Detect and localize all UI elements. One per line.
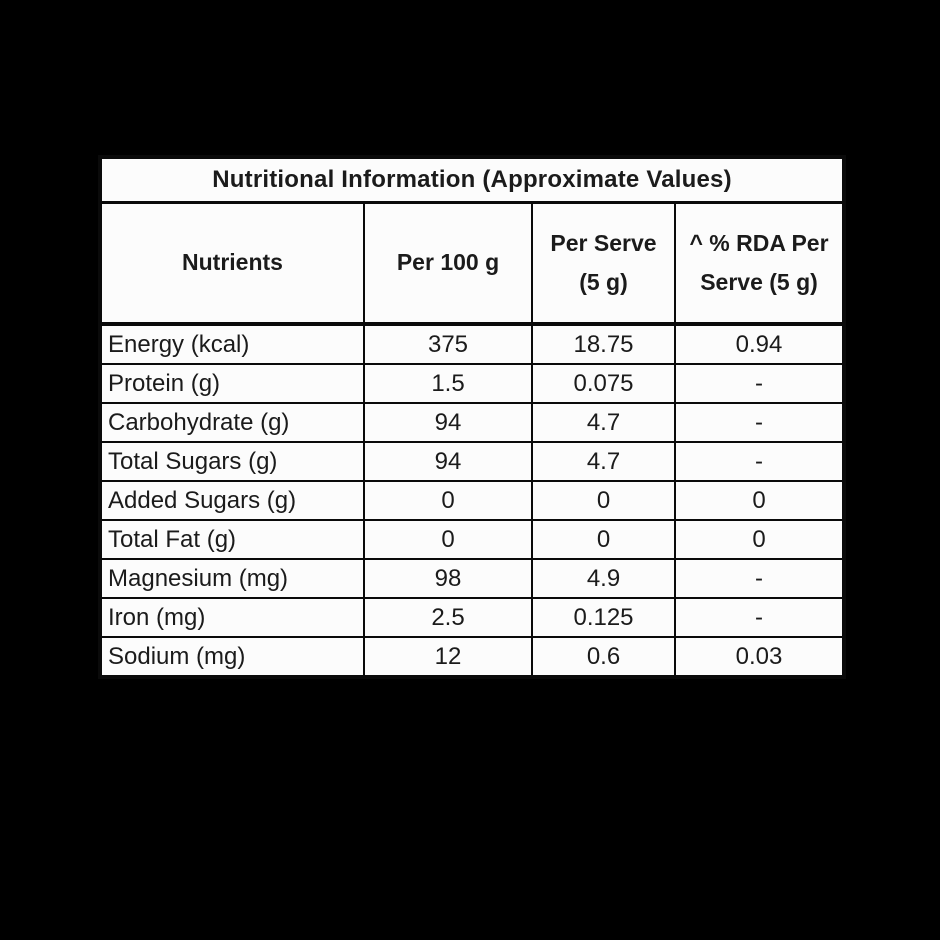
rda-per-serve-value: 0: [673, 480, 846, 521]
table-title: Nutritional Information (Approximate Val…: [98, 156, 846, 204]
rda-per-serve-value: 0.94: [673, 323, 846, 365]
table-row-sodium: Sodium (mg) 12 0.6 0.03: [99, 636, 846, 678]
per-100g-value: 98: [363, 558, 533, 599]
per-serve-value: 0: [531, 480, 676, 521]
column-header-per-100g: Per 100 g: [363, 201, 533, 326]
table-row-protein: Protein (g) 1.5 0.075 -: [99, 363, 846, 404]
nutrient-label: Sodium (mg): [99, 636, 365, 678]
table-title-row: Nutritional Information (Approximate Val…: [98, 156, 846, 204]
rda-per-serve-value: -: [673, 441, 846, 482]
nutrient-label: Added Sugars (g): [99, 480, 365, 521]
rda-per-serve-value: 0.03: [673, 636, 846, 678]
per-serve-value: 4.9: [531, 558, 676, 599]
nutrient-label: Carbohydrate (g): [99, 402, 365, 443]
rda-per-serve-value: -: [673, 402, 846, 443]
nutrient-label: Energy (kcal): [99, 323, 365, 365]
per-serve-value: 0.075: [531, 363, 676, 404]
per-100g-value: 0: [363, 519, 533, 560]
table-row-total-sugars: Total Sugars (g) 94 4.7 -: [99, 441, 846, 482]
nutrient-label: Protein (g): [99, 363, 365, 404]
per-serve-value: 4.7: [531, 402, 676, 443]
column-header-nutrients: Nutrients: [99, 201, 365, 326]
nutrient-label: Total Sugars (g): [99, 441, 365, 482]
table-row-energy: Energy (kcal) 375 18.75 0.94: [99, 323, 846, 365]
per-serve-value: 0.6: [531, 636, 676, 678]
per-100g-value: 2.5: [363, 597, 533, 638]
per-100g-value: 0: [363, 480, 533, 521]
per-serve-value: 0.125: [531, 597, 676, 638]
per-100g-value: 1.5: [363, 363, 533, 404]
table-row-carbohydrate: Carbohydrate (g) 94 4.7 -: [99, 402, 846, 443]
per-serve-value: 4.7: [531, 441, 676, 482]
column-header-rda-per-serve: ^ % RDA Per Serve (5 g): [673, 201, 846, 326]
nutrient-label: Iron (mg): [99, 597, 365, 638]
rda-per-serve-value: -: [673, 363, 846, 404]
table-row-magnesium: Magnesium (mg) 98 4.9 -: [99, 558, 846, 599]
rda-per-serve-value: 0: [673, 519, 846, 560]
rda-per-serve-value: -: [673, 558, 846, 599]
nutrient-label: Total Fat (g): [99, 519, 365, 560]
per-100g-value: 12: [363, 636, 533, 678]
nutrient-label: Magnesium (mg): [99, 558, 365, 599]
table-row-iron: Iron (mg) 2.5 0.125 -: [99, 597, 846, 638]
per-100g-value: 94: [363, 402, 533, 443]
rda-per-serve-value: -: [673, 597, 846, 638]
per-serve-value: 18.75: [531, 323, 676, 365]
nutrition-facts-table: Nutritional Information (Approximate Val…: [98, 155, 847, 679]
table-header-row: Nutrients Per 100 g Per Serve (5 g) ^ % …: [99, 201, 846, 326]
column-header-per-serve: Per Serve (5 g): [531, 201, 676, 326]
per-100g-value: 375: [363, 323, 533, 365]
per-100g-value: 94: [363, 441, 533, 482]
table-row-added-sugars: Added Sugars (g) 0 0 0: [99, 480, 846, 521]
table-row-total-fat: Total Fat (g) 0 0 0: [99, 519, 846, 560]
per-serve-value: 0: [531, 519, 676, 560]
